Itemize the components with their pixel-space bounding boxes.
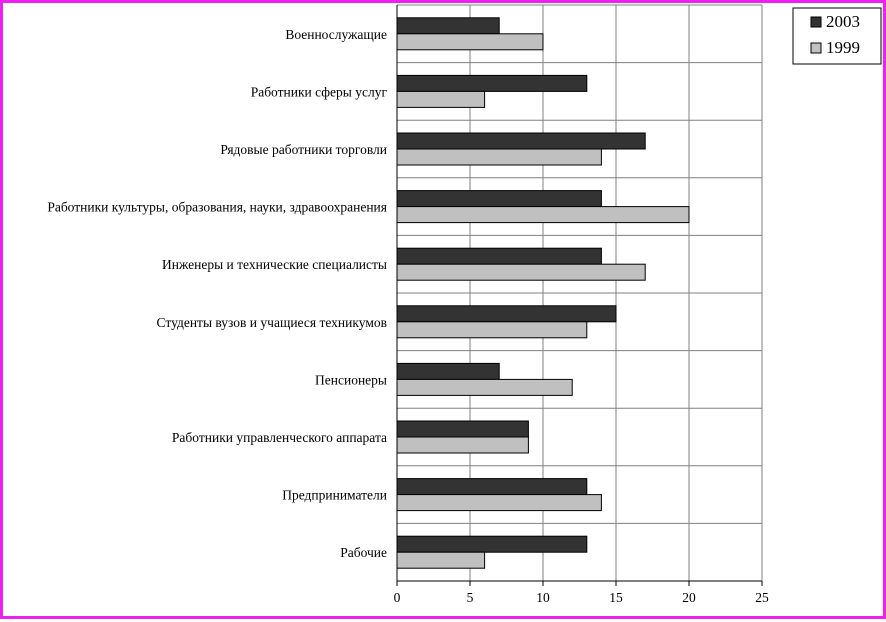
x-tick-label: 0 <box>394 590 401 605</box>
legend-box <box>792 7 882 65</box>
bar-2003 <box>396 362 500 380</box>
category-label: Предприниматели <box>282 488 387 503</box>
x-axis: 0 5 10 15 20 25 <box>394 5 769 605</box>
bar-2003 <box>396 247 602 265</box>
category-label: Работники культуры, образования, науки, … <box>47 200 387 215</box>
legend-label-2003: 2003 <box>826 12 860 31</box>
legend: 2003 1999 <box>792 7 882 65</box>
category-label: Работники сферы услуг <box>251 84 388 99</box>
x-tick-label: 10 <box>536 590 550 605</box>
bar-1999 <box>396 378 573 396</box>
bar-1999 <box>396 494 602 512</box>
legend-label-1999: 1999 <box>826 38 860 57</box>
bar-1999 <box>396 263 646 281</box>
category-label: Работники управленческого аппарата <box>172 430 387 445</box>
bar-1999 <box>396 33 544 51</box>
bar-2003 <box>396 74 588 92</box>
bars <box>396 17 690 569</box>
category-label: Военнослужащие <box>285 27 387 42</box>
bar-1999 <box>396 436 529 454</box>
bar-2003 <box>396 420 529 438</box>
x-tick-label: 15 <box>609 590 623 605</box>
x-tick-label: 20 <box>682 590 696 605</box>
legend-swatch-1999 <box>810 42 822 54</box>
bar-2003 <box>396 132 646 150</box>
bar-2003 <box>396 478 588 496</box>
bar-2003 <box>396 190 602 208</box>
category-label: Рядовые работники торговли <box>220 142 387 157</box>
bar-chart: 0 5 10 15 20 25 Военнослужащие Работники сферы… <box>47 4 882 605</box>
bar-2003 <box>396 305 617 323</box>
bar-1999 <box>396 321 588 339</box>
category-label: Студенты вузов и учащиеся техникумов <box>157 315 387 330</box>
legend-swatch-2003 <box>810 16 822 28</box>
bar-1999 <box>396 90 486 108</box>
category-label: Инженеры и технические специалисты <box>162 257 387 272</box>
bar-2003 <box>396 17 500 35</box>
x-tick-label: 25 <box>755 590 769 605</box>
bar-1999 <box>396 148 602 166</box>
bar-2003 <box>396 535 588 553</box>
x-tick-label: 5 <box>467 590 474 605</box>
category-label: Рабочие <box>340 545 387 560</box>
bar-1999 <box>396 551 486 569</box>
category-labels: Военнослужащие Работники сферы услуг Рядов… <box>47 27 387 560</box>
bar-1999 <box>396 206 690 224</box>
category-label: Пенсионеры <box>315 372 387 387</box>
